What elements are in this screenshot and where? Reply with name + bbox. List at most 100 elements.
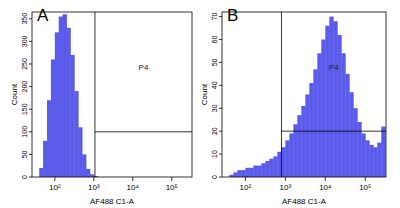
histogram-bar (341, 53, 345, 177)
tick-mark (219, 177, 222, 178)
tick-mark (325, 177, 326, 181)
histogram-bar (373, 147, 377, 177)
gate-line (281, 131, 386, 132)
plot-frame (32, 12, 192, 177)
tick-mark (29, 41, 32, 42)
tick-label: 150 (21, 103, 28, 115)
tick-label: 10 (211, 150, 218, 158)
histogram-bar (381, 127, 385, 177)
histogram-bar (289, 133, 293, 177)
tick-mark (29, 131, 32, 132)
histogram-bar (285, 140, 289, 177)
plot-frame (222, 12, 386, 177)
tick-label: 0 (21, 175, 28, 179)
tick-label: 300 (21, 35, 28, 47)
tick-mark (285, 177, 286, 181)
histogram-bar (333, 21, 337, 177)
histogram-bar (47, 100, 51, 177)
tick-mark (219, 39, 222, 40)
histogram-bar (51, 59, 55, 177)
histogram-bar (321, 40, 325, 178)
tick-label: 30 (211, 104, 218, 112)
histogram-bar (269, 159, 273, 177)
histogram-bar (329, 17, 333, 177)
histogram-bar (377, 143, 381, 177)
figure: P410²10³10⁴10⁵050100150200250300350AF488… (0, 0, 400, 208)
tick-mark (29, 109, 32, 110)
tick-mark (219, 131, 222, 132)
tick-mark (365, 177, 366, 181)
tick-mark (219, 16, 222, 17)
tick-mark (29, 86, 32, 87)
tick-label: 10³ (88, 183, 100, 192)
histogram-bar (39, 168, 43, 177)
histogram-bar (237, 170, 241, 177)
histogram-bar (86, 169, 90, 177)
tick-label: 50 (211, 58, 218, 66)
y-axis-label: Count (10, 83, 19, 105)
y-axis-label: Count (200, 83, 209, 105)
tick-label: 200 (21, 81, 28, 93)
histogram-bar (253, 166, 257, 177)
histogram-bar (353, 108, 357, 177)
histogram-bar (78, 127, 82, 177)
tick-mark (219, 62, 222, 63)
histogram-bar (74, 91, 78, 177)
tick-label: 10³ (280, 183, 292, 192)
histogram-bar (337, 35, 341, 177)
plot-background (32, 12, 192, 177)
histogram-bar (82, 154, 86, 177)
histogram-bar (273, 156, 277, 177)
histogram-bar (361, 133, 365, 177)
tick-mark (245, 177, 246, 181)
tick-label: 10² (240, 183, 252, 192)
tick-mark (29, 63, 32, 64)
tick-label: 60 (211, 36, 218, 44)
tick-label: 40 (211, 81, 218, 89)
tick-label: 10² (49, 183, 61, 192)
data-area (229, 12, 386, 177)
histogram-bar (233, 172, 237, 177)
histogram-bar (369, 145, 373, 177)
histogram-bar (365, 140, 369, 177)
tick-label: 70 (211, 13, 218, 21)
gate-line (281, 12, 282, 177)
histogram-bar (245, 168, 249, 177)
panel-title: A (37, 6, 49, 25)
tick-label: 10⁴ (127, 183, 140, 192)
histogram-bar (67, 28, 71, 177)
histogram-bar (70, 55, 74, 177)
histogram-bar (357, 122, 361, 177)
histogram-bar (309, 83, 313, 177)
panel: P410²10³10⁴10⁵010203040506070AF488 C1-AC… (200, 6, 386, 206)
histogram-bar (293, 124, 297, 177)
tick-mark (219, 85, 222, 86)
histogram-bar (59, 17, 63, 177)
histogram-bar (249, 168, 253, 177)
tick-mark (54, 177, 55, 181)
histogram-bar (281, 147, 285, 177)
tick-label: 350 (21, 13, 28, 25)
histogram-bar (63, 14, 67, 177)
panel-title: B (227, 6, 238, 25)
tick-mark (219, 154, 222, 155)
tick-mark (171, 177, 172, 181)
histogram-bar (305, 95, 309, 178)
plot-background (222, 12, 386, 177)
histogram-bar (55, 32, 59, 177)
tick-label: 50 (21, 150, 28, 158)
histogram-bar (325, 26, 329, 177)
x-axis-label: AF488 C1-A (282, 197, 327, 206)
x-axis-label: AF488 C1-A (90, 197, 135, 206)
tick-mark (29, 154, 32, 155)
tick-label: 10⁴ (319, 183, 332, 192)
histogram-bar (297, 115, 301, 177)
histogram-bar (90, 174, 94, 177)
histogram-bar (261, 163, 265, 177)
tick-label: 250 (21, 58, 28, 70)
tick-label: 100 (21, 126, 28, 138)
histogram-bar (349, 92, 353, 177)
histogram-bar (313, 69, 317, 177)
gate-label: P4 (139, 63, 149, 72)
panel: P410²10³10⁴10⁵050100150200250300350AF488… (10, 6, 192, 206)
